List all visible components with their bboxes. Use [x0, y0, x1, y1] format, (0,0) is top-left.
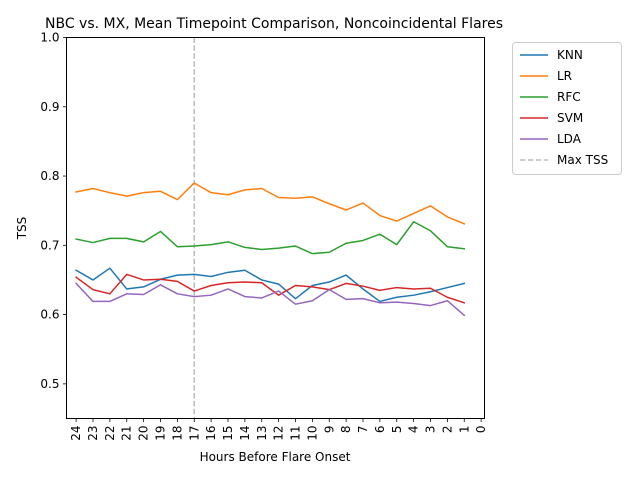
y-tick-label: 0.9 — [40, 100, 59, 114]
x-tick-label: 17 — [187, 426, 201, 441]
x-tick-label: 6 — [373, 426, 387, 434]
x-tick-label: 7 — [356, 426, 370, 434]
x-tick-label: 11 — [289, 426, 303, 441]
series-line-lda — [75, 282, 466, 317]
x-tick-label: 13 — [255, 426, 269, 441]
x-tick-label: 15 — [221, 426, 235, 441]
x-tick-label: 23 — [86, 426, 100, 441]
x-tick-label: 18 — [170, 426, 184, 441]
legend-label: SVM — [557, 111, 583, 125]
x-tick-label: 20 — [137, 426, 151, 441]
plot-area-frame — [66, 37, 485, 419]
x-tick-label: 4 — [407, 426, 421, 434]
y-tick-label: 1.0 — [40, 31, 59, 45]
legend-label: KNN — [557, 48, 583, 62]
x-tick-label: 21 — [120, 426, 134, 441]
x-tick-label: 14 — [238, 426, 252, 441]
chart-title: NBC vs. MX, Mean Timepoint Comparison, N… — [45, 16, 503, 32]
x-tick-label: 9 — [322, 426, 336, 434]
x-axis-title: Hours Before Flare Onset — [200, 450, 351, 464]
y-axis-title: TSS — [15, 217, 29, 241]
series-line-knn — [75, 267, 466, 303]
x-tick-label: 19 — [154, 426, 168, 441]
legend-label: Max TSS — [557, 153, 608, 167]
x-tick-label: 1 — [457, 426, 471, 434]
series-line-rfc — [75, 221, 466, 255]
x-tick-label: 16 — [204, 426, 218, 441]
legend-label: LR — [557, 69, 572, 83]
y-tick-label: 0.7 — [40, 238, 59, 252]
x-tick-label: 3 — [424, 426, 438, 434]
legend: KNN LR RFC SVM LDA Max TSS — [512, 42, 622, 175]
series-line-lr — [75, 182, 466, 225]
x-tick-label: 5 — [390, 426, 404, 434]
series-line-svm — [75, 273, 466, 304]
legend-label: RFC — [557, 90, 581, 104]
x-tick-label: 0 — [474, 426, 488, 434]
x-tick-label: 2 — [440, 426, 454, 434]
x-tick-label: 12 — [272, 426, 286, 441]
x-tick-label: 24 — [69, 426, 83, 441]
legend-label: LDA — [557, 132, 582, 146]
y-tick-label: 0.5 — [40, 377, 59, 391]
x-tick-label: 22 — [103, 426, 117, 441]
x-tick-label: 10 — [305, 426, 319, 441]
y-tick-label: 0.8 — [40, 169, 59, 183]
x-tick-label: 8 — [339, 426, 353, 434]
y-tick-label: 0.6 — [40, 308, 59, 322]
